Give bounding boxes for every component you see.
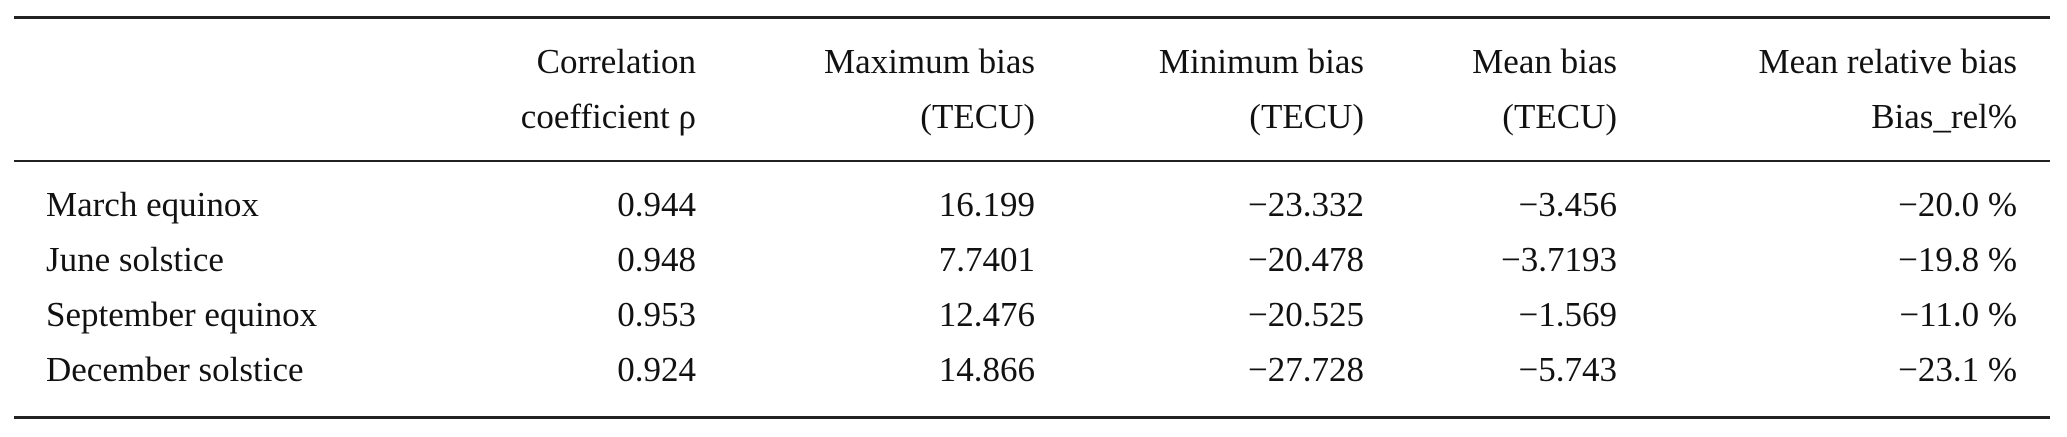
header-mean-bias: Mean bias: [1472, 42, 1617, 81]
header-correlation-unit: coefficient ρ: [520, 97, 696, 136]
header-mean-relative-bias-unit: Bias_rel%: [1871, 97, 2017, 136]
row-label: September equinox: [46, 295, 318, 334]
cell-correlation: 0.924: [617, 350, 696, 389]
row-label: December solstice: [46, 350, 304, 389]
cell-mean-bias: −3.456: [1518, 185, 1618, 224]
row-label: June solstice: [46, 240, 224, 279]
header-mean-relative-bias: Mean relative bias: [1758, 42, 2017, 81]
header-min-bias: Minimum bias: [1158, 42, 1364, 81]
cell-min-bias: −20.478: [1248, 240, 1364, 279]
header-rule: [14, 160, 2050, 162]
cell-mean-relative-bias: −11.0 %: [1899, 295, 2017, 334]
cell-mean-relative-bias: −23.1 %: [1898, 350, 2017, 389]
cell-mean-bias: −1.569: [1518, 295, 1618, 334]
cell-max-bias: 7.7401: [938, 240, 1035, 279]
header-mean-bias-unit: (TECU): [1502, 97, 1617, 136]
cell-min-bias: −20.525: [1248, 295, 1364, 334]
cell-min-bias: −23.332: [1248, 185, 1364, 224]
cell-mean-relative-bias: −19.8 %: [1898, 240, 2017, 279]
header-correlation: Correlation: [536, 42, 696, 81]
cell-correlation: 0.953: [617, 295, 696, 334]
header-min-bias-unit: (TECU): [1249, 97, 1364, 136]
cell-correlation: 0.948: [617, 240, 696, 279]
cell-min-bias: −27.728: [1248, 350, 1364, 389]
bottom-rule: [14, 416, 2050, 419]
top-rule: [14, 16, 2050, 19]
header-max-bias-unit: (TECU): [920, 97, 1035, 136]
cell-mean-bias: −3.7193: [1501, 240, 1617, 279]
cell-max-bias: 14.866: [938, 350, 1035, 389]
cell-mean-relative-bias: −20.0 %: [1898, 185, 2017, 224]
header-max-bias: Maximum bias: [824, 42, 1035, 81]
cell-max-bias: 16.199: [938, 185, 1035, 224]
row-label: March equinox: [46, 185, 259, 224]
cell-max-bias: 12.476: [938, 295, 1035, 334]
cell-correlation: 0.944: [617, 185, 696, 224]
cell-mean-bias: −5.743: [1518, 350, 1618, 389]
